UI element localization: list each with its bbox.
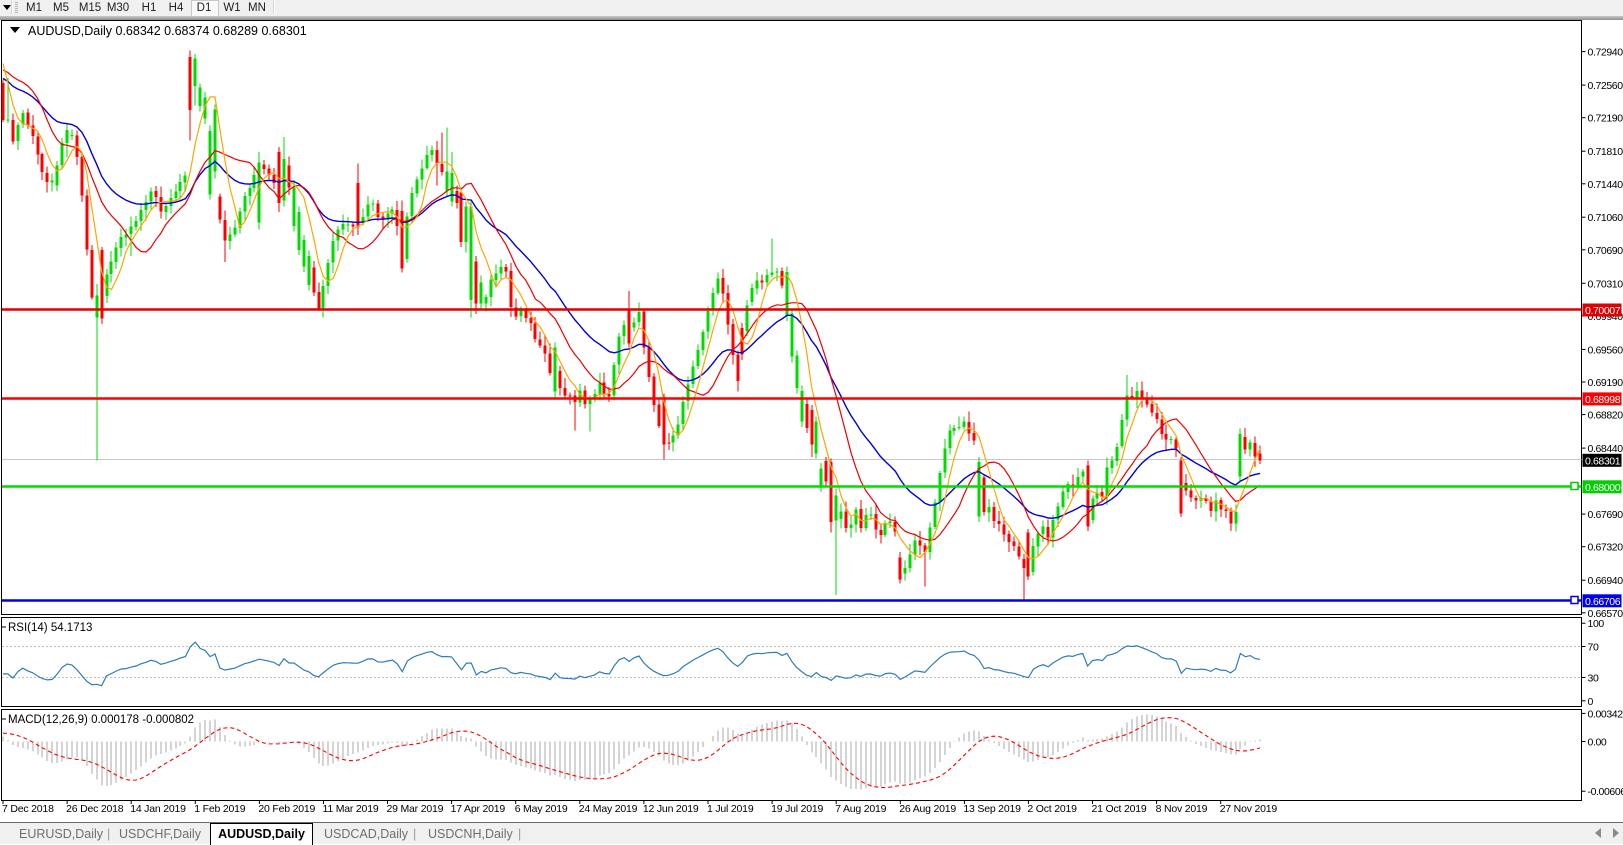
svg-text:29 Mar 2019: 29 Mar 2019 bbox=[387, 803, 444, 815]
svg-text:0.67690: 0.67690 bbox=[1588, 509, 1623, 521]
svg-text:0.70690: 0.70690 bbox=[1588, 245, 1623, 257]
svg-text:1 Feb 2019: 1 Feb 2019 bbox=[194, 803, 245, 815]
svg-text:0.70007: 0.70007 bbox=[1585, 305, 1621, 317]
svg-text:RSI(14) 54.1713: RSI(14) 54.1713 bbox=[8, 622, 92, 634]
svg-text:19 Jul 2019: 19 Jul 2019 bbox=[771, 803, 823, 815]
svg-text:0.66940: 0.66940 bbox=[1588, 575, 1623, 587]
svg-text:27 Nov 2019: 27 Nov 2019 bbox=[1220, 803, 1278, 815]
svg-text:12 Jun 2019: 12 Jun 2019 bbox=[643, 803, 699, 815]
svg-text:0.66706: 0.66706 bbox=[1585, 596, 1621, 608]
svg-text:0.71060: 0.71060 bbox=[1588, 212, 1623, 224]
svg-text:20 Feb 2019: 20 Feb 2019 bbox=[258, 803, 315, 815]
svg-text:0.68820: 0.68820 bbox=[1588, 410, 1623, 422]
svg-text:21 Oct 2019: 21 Oct 2019 bbox=[1092, 803, 1147, 815]
svg-text:0.72560: 0.72560 bbox=[1588, 80, 1623, 92]
svg-text:0.68301: 0.68301 bbox=[1585, 455, 1621, 467]
svg-text:26 Dec 2018: 26 Dec 2018 bbox=[66, 803, 124, 815]
svg-text:26 Aug 2019: 26 Aug 2019 bbox=[899, 803, 956, 815]
svg-text:-0.0060665: -0.0060665 bbox=[1588, 786, 1623, 798]
svg-text:13 Sep 2019: 13 Sep 2019 bbox=[963, 803, 1021, 815]
svg-text:8 Nov 2019: 8 Nov 2019 bbox=[1156, 803, 1208, 815]
svg-text:7 Dec 2018: 7 Dec 2018 bbox=[2, 803, 54, 815]
svg-text:0.00: 0.00 bbox=[1588, 737, 1607, 749]
svg-text:1 Jul 2019: 1 Jul 2019 bbox=[707, 803, 754, 815]
svg-text:6 May 2019: 6 May 2019 bbox=[515, 803, 568, 815]
svg-text:MACD(12,26,9) 0.000178 -0.0008: MACD(12,26,9) 0.000178 -0.000802 bbox=[8, 714, 194, 726]
svg-text:24 May 2019: 24 May 2019 bbox=[579, 803, 638, 815]
svg-text:AUDUSD,Daily 0.68342 0.68374: AUDUSD,Daily 0.68342 0.68374 0.68289 0.6… bbox=[28, 24, 307, 38]
svg-text:70: 70 bbox=[1588, 642, 1599, 654]
svg-text:14 Jan 2019: 14 Jan 2019 bbox=[130, 803, 186, 815]
svg-text:0.67320: 0.67320 bbox=[1588, 542, 1623, 554]
svg-text:11 Mar 2019: 11 Mar 2019 bbox=[323, 803, 379, 815]
svg-text:0.68440: 0.68440 bbox=[1588, 443, 1623, 455]
svg-text:0.68998: 0.68998 bbox=[1585, 394, 1621, 406]
svg-text:100: 100 bbox=[1588, 618, 1605, 630]
svg-text:0.72190: 0.72190 bbox=[1588, 113, 1623, 125]
svg-text:0.72940: 0.72940 bbox=[1588, 47, 1623, 59]
svg-text:0.003421: 0.003421 bbox=[1588, 708, 1623, 720]
svg-text:0.71440: 0.71440 bbox=[1588, 179, 1623, 191]
svg-text:0.68000: 0.68000 bbox=[1585, 482, 1621, 494]
svg-text:2 Oct 2019: 2 Oct 2019 bbox=[1027, 803, 1077, 815]
svg-text:0: 0 bbox=[1588, 696, 1594, 708]
svg-text:0.69190: 0.69190 bbox=[1588, 377, 1623, 389]
svg-text:0.69560: 0.69560 bbox=[1588, 344, 1623, 356]
svg-text:0.70310: 0.70310 bbox=[1588, 278, 1623, 290]
svg-text:0.71810: 0.71810 bbox=[1588, 146, 1623, 158]
svg-text:30: 30 bbox=[1588, 673, 1599, 685]
svg-text:17 Apr 2019: 17 Apr 2019 bbox=[451, 803, 506, 815]
svg-text:7 Aug 2019: 7 Aug 2019 bbox=[835, 803, 886, 815]
